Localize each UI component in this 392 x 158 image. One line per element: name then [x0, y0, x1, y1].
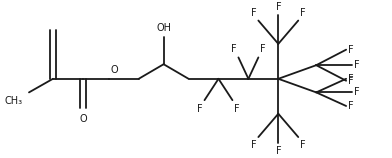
Text: O: O [79, 114, 87, 124]
Text: F: F [348, 101, 354, 111]
Text: F: F [231, 44, 236, 54]
Text: F: F [348, 74, 354, 84]
Text: F: F [197, 104, 203, 114]
Text: F: F [300, 140, 306, 150]
Text: F: F [276, 2, 281, 12]
Text: CH₃: CH₃ [5, 96, 23, 106]
Text: F: F [260, 44, 266, 54]
Text: F: F [276, 146, 281, 156]
Text: OH: OH [156, 23, 171, 33]
Text: F: F [348, 45, 354, 55]
Text: F: F [354, 87, 360, 97]
Text: F: F [251, 140, 256, 150]
Text: F: F [354, 60, 360, 70]
Text: O: O [111, 65, 118, 75]
Text: F: F [251, 8, 256, 18]
Text: F: F [348, 76, 354, 86]
Text: F: F [234, 104, 240, 114]
Text: F: F [300, 8, 306, 18]
